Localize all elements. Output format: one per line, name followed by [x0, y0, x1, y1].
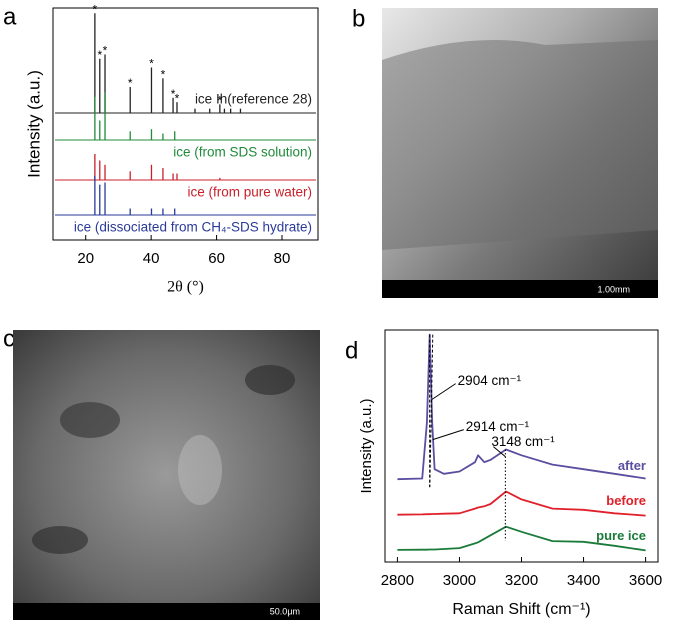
- peak-marker: *: [128, 76, 133, 90]
- panel-label: c: [3, 325, 15, 352]
- arrow: [493, 446, 506, 458]
- scale-bar-label: 1.00mm: [597, 284, 630, 294]
- peak-marker: *: [161, 67, 166, 81]
- x-tick-label: 40: [143, 250, 160, 267]
- x-tick-label: 20: [77, 250, 94, 267]
- series-line: [397, 490, 646, 517]
- x-tick-label: 60: [208, 250, 225, 267]
- sem-image-b: 1.00mm: [382, 8, 658, 298]
- peak-marker: *: [218, 93, 223, 107]
- series-line: [397, 525, 646, 552]
- plot-frame: [52, 7, 319, 241]
- arrow: [432, 429, 464, 441]
- peak-marker: *: [103, 44, 108, 58]
- peak-marker: *: [149, 57, 154, 71]
- peak-guide: [429, 334, 434, 488]
- peak-marker: *: [93, 2, 98, 16]
- series-label: ice (from pure water): [187, 185, 312, 200]
- y-axis-label: Intensity (a.u.): [24, 70, 43, 178]
- y-axis-label: Intensity (a.u.): [358, 398, 375, 493]
- x-axis-label: Raman Shift (cm⁻¹): [452, 601, 590, 618]
- series-label: ice Ih(reference 28): [195, 92, 312, 107]
- x-axis-label: 2θ (°): [167, 279, 204, 296]
- arrow: [431, 383, 456, 401]
- series-label: pure ice: [596, 528, 646, 543]
- series-label: ice (from SDS solution): [173, 145, 312, 160]
- peak-marker: *: [97, 48, 102, 62]
- x-tick-label: 3600: [629, 572, 662, 589]
- panel-label: d: [345, 337, 358, 364]
- series-line: [397, 333, 646, 481]
- x-tick-label: 2800: [381, 572, 414, 589]
- x-tick-label: 3000: [443, 572, 476, 589]
- sem-image-c: 50.0μm: [13, 330, 320, 620]
- series-label: before: [606, 493, 646, 508]
- annotation: 3148 cm⁻¹: [491, 434, 555, 449]
- annotation: 2914 cm⁻¹: [466, 419, 530, 434]
- peak-marker: *: [171, 87, 176, 101]
- panel-label: a: [3, 3, 17, 30]
- peak-marker: *: [175, 91, 180, 105]
- scale-bar-label: 50.0μm: [270, 606, 300, 616]
- x-tick-label: 3400: [567, 572, 600, 589]
- annotation: 2904 cm⁻¹: [458, 373, 522, 388]
- x-tick-label: 3200: [505, 572, 538, 589]
- x-tick-label: 80: [274, 250, 291, 267]
- series-label: ice (dissociated from CH₄-SDS hydrate): [74, 220, 312, 235]
- series-label: after: [618, 458, 646, 473]
- panel-label: b: [352, 5, 365, 32]
